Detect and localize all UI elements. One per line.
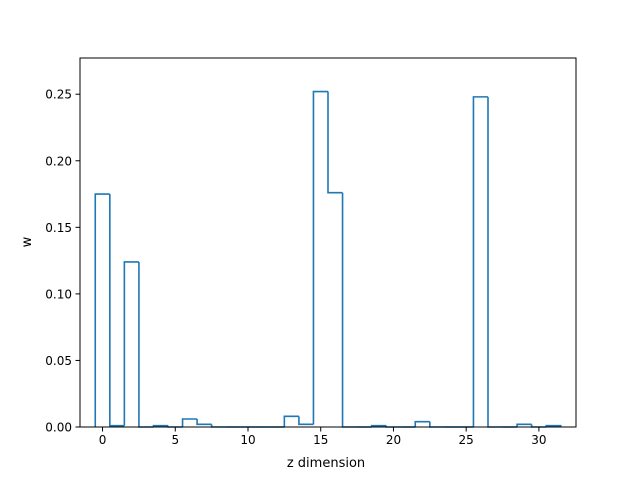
histogram-bin <box>94 193 110 427</box>
x-tick-label: 15 <box>313 433 328 447</box>
x-tick-label: 5 <box>171 433 179 447</box>
histogram-bin <box>516 423 532 427</box>
axes: 0 5 10 15 20 25 30 0.00 0.05 0.10 0.15 0.20 0.25 <box>45 57 577 447</box>
y-tick-label: 0.00 <box>45 421 72 435</box>
x-tick-label: 25 <box>459 433 474 447</box>
histogram-bin <box>545 424 562 427</box>
axes-frame <box>79 57 577 428</box>
histogram-bin <box>472 96 488 427</box>
y-axis-label: w <box>20 236 35 247</box>
histogram-bin <box>181 418 198 427</box>
y-tick-label: 0.25 <box>45 88 72 102</box>
y-tick-label: 0.10 <box>45 287 72 301</box>
histogram-bin <box>312 90 328 425</box>
histogram-bin <box>298 416 314 426</box>
histogram-bin <box>327 91 343 194</box>
x-tick-label: 0 <box>99 433 107 447</box>
y-tick-label: 0.05 <box>45 354 72 368</box>
y-tick-label: 0.15 <box>45 221 72 235</box>
x-axis-label: z dimension <box>287 456 365 471</box>
y-tick-label: 0.20 <box>45 154 72 168</box>
histogram-bin <box>414 420 430 427</box>
x-tick-label: 30 <box>531 433 546 447</box>
histogram-bin <box>109 194 125 427</box>
x-tick-label: 20 <box>386 433 401 447</box>
histogram-bin <box>196 419 212 426</box>
histogram-bin <box>123 261 139 426</box>
histogram-bin <box>283 415 299 427</box>
x-tick-label: 10 <box>240 433 255 447</box>
